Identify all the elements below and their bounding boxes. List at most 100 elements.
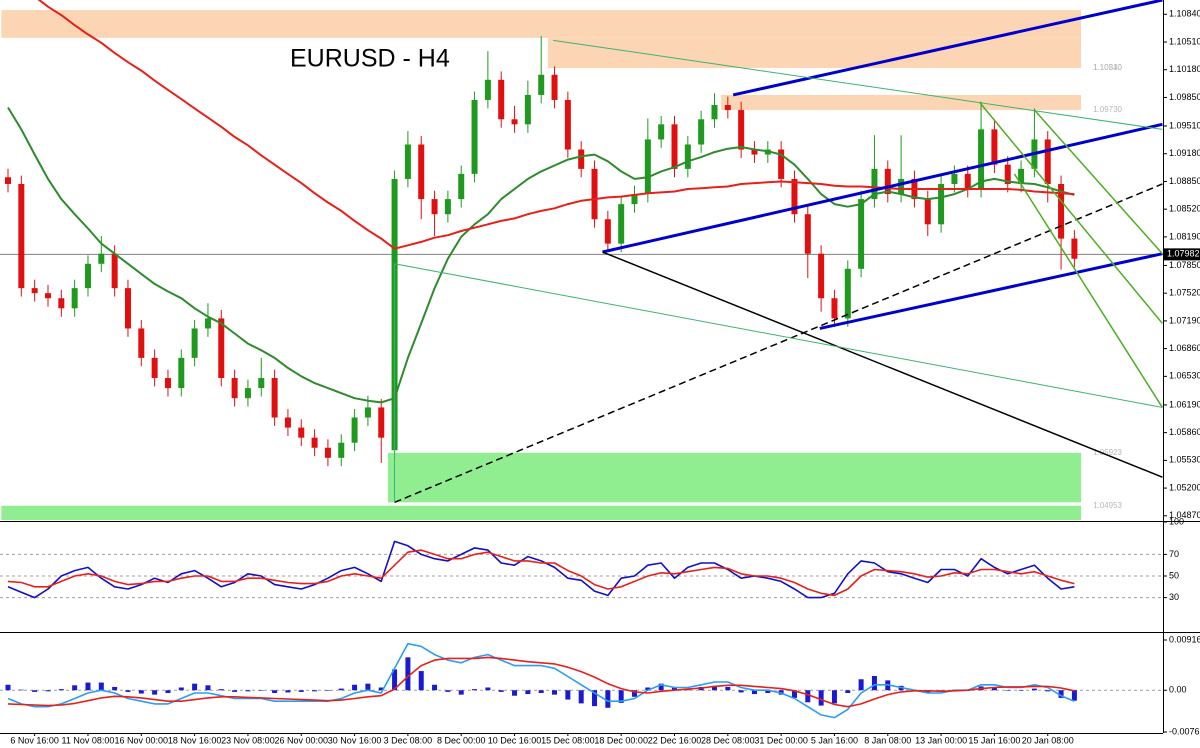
trend-line: [394, 263, 1163, 408]
candle-body: [511, 119, 518, 125]
x-tick-label: 8 Jan 08:00: [864, 735, 911, 745]
candle-body: [244, 388, 251, 399]
y-tick-label: 0.00: [1169, 685, 1187, 695]
histogram-bar: [538, 690, 544, 693]
histogram-bar: [725, 686, 731, 691]
zone: [387, 452, 1082, 503]
histogram-bar: [72, 685, 78, 691]
indicator-line: [7, 540, 1075, 599]
histogram-bar: [178, 687, 184, 691]
histogram-bar: [711, 685, 717, 691]
candle-body: [898, 178, 905, 195]
y-tick-label: 1.07850: [1169, 260, 1200, 270]
histogram-bar: [325, 690, 331, 691]
candle-body: [644, 139, 651, 195]
candle-body: [938, 183, 945, 225]
trend-line: [979, 102, 1163, 324]
candle-body: [84, 263, 91, 289]
candle-body: [631, 194, 638, 205]
zone: [721, 94, 1082, 111]
histogram-bar: [352, 684, 358, 691]
x-tick-label: 26 Nov 00:00: [274, 735, 328, 745]
candle-body: [871, 168, 878, 200]
histogram-bar: [765, 690, 771, 693]
candle-body: [791, 178, 798, 215]
candle-body: [538, 74, 545, 95]
histogram-bar: [1058, 690, 1064, 698]
candle-body: [924, 199, 931, 225]
histogram-bar: [632, 690, 638, 697]
candle-body: [58, 298, 65, 309]
histogram-bar: [618, 690, 624, 703]
candle-body: [564, 99, 571, 150]
y-tick-label: 30: [1169, 592, 1179, 602]
trend-line: [819, 252, 1163, 330]
candle-body: [178, 357, 185, 389]
indicator-line: [7, 549, 1075, 597]
zone-label: 1.05923: [1093, 448, 1122, 457]
y-tick-label: 70: [1169, 549, 1179, 559]
histogram-bar: [298, 690, 304, 692]
candle-body: [604, 219, 611, 244]
histogram-bar: [485, 687, 491, 691]
indicator-line: [7, 656, 1075, 708]
candle-body: [484, 79, 491, 100]
x-tick-label: 13 Jan 00:00: [915, 735, 967, 745]
histogram-bar: [498, 690, 504, 692]
y-tick-label: 1.05530: [1169, 455, 1200, 465]
x-tick-label: 8 Dec 00:00: [437, 735, 486, 745]
candle-body: [578, 149, 585, 169]
candle-body: [298, 427, 305, 438]
histogram-bar: [192, 683, 198, 691]
histogram-bar: [85, 682, 91, 691]
histogram-bar: [525, 690, 531, 695]
candle-body: [858, 199, 865, 269]
candle-body: [1044, 139, 1051, 184]
candle-body: [684, 144, 691, 169]
candle-body: [1058, 183, 1065, 239]
histogram-bar: [991, 687, 997, 691]
zone-label: 1.04953: [1093, 501, 1122, 510]
histogram-bar: [512, 690, 518, 696]
candle-body: [231, 378, 238, 399]
indicator-line: [7, 642, 1075, 719]
candle-body: [711, 105, 718, 120]
candle-body: [844, 268, 851, 319]
x-tick-label: 31 Dec 00:00: [754, 735, 808, 745]
histogram-bar: [205, 685, 211, 691]
histogram-bar: [338, 688, 344, 691]
y-tick-label: 1.09850: [1169, 92, 1200, 102]
trend-line: [602, 251, 1163, 478]
histogram-bar: [365, 683, 371, 691]
candle-body: [98, 253, 105, 264]
candle-body: [444, 199, 451, 215]
candle-body: [671, 124, 678, 169]
candle-body: [18, 183, 25, 289]
histogram-bar: [818, 690, 824, 706]
x-tick-label: 6 Nov 16:00: [10, 735, 59, 745]
candle-body: [778, 149, 785, 179]
x-tick-label: 15 Jan 16:00: [968, 735, 1020, 745]
histogram-bar: [858, 679, 864, 691]
zone: [1, 505, 1082, 520]
candle-body: [324, 447, 331, 458]
candle-body: [218, 318, 225, 379]
current-price-label: 1.07982: [1167, 249, 1200, 259]
histogram-bar: [312, 690, 318, 692]
x-tick-label: 30 Nov 16:00: [328, 735, 382, 745]
histogram-bar: [472, 689, 478, 691]
candle-body: [724, 105, 731, 111]
candle-body: [151, 357, 158, 379]
x-tick-label: 11 Nov 08:00: [62, 735, 115, 745]
histogram-bar: [405, 657, 411, 691]
candle-body: [498, 79, 505, 120]
zone-label: 1.10240: [1093, 63, 1122, 72]
candle-body: [658, 124, 665, 140]
candle-body: [991, 129, 998, 165]
y-tick-label: 1.08520: [1169, 204, 1200, 214]
x-tick-label: 22 Dec 16:00: [648, 735, 702, 745]
candle-body: [431, 199, 438, 215]
candle-body: [751, 149, 758, 155]
